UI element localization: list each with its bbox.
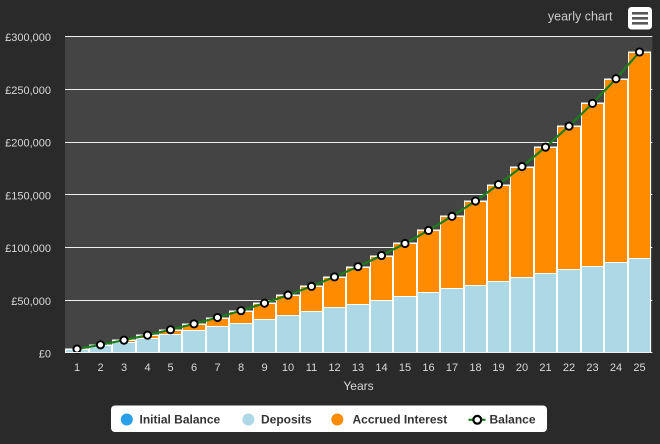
svg-text:20: 20 (516, 362, 528, 374)
svg-text:Years: Years (343, 379, 373, 393)
svg-text:14: 14 (375, 362, 387, 374)
svg-text:£50,000: £50,000 (11, 296, 51, 308)
svg-text:12: 12 (328, 362, 340, 374)
svg-text:5: 5 (167, 362, 173, 374)
svg-text:22: 22 (563, 362, 575, 374)
svg-text:2: 2 (97, 362, 103, 374)
svg-text:Accrued Interest: Accrued Interest (353, 412, 448, 426)
svg-text:3: 3 (121, 362, 127, 374)
svg-text:19: 19 (492, 362, 504, 374)
svg-text:16: 16 (422, 362, 434, 374)
svg-text:13: 13 (352, 362, 364, 374)
svg-text:7: 7 (214, 362, 220, 374)
svg-text:yearly chart: yearly chart (548, 10, 613, 24)
svg-text:£100,000: £100,000 (5, 243, 51, 255)
svg-text:1: 1 (74, 362, 80, 374)
svg-text:6: 6 (191, 362, 197, 374)
svg-text:17: 17 (446, 362, 458, 374)
svg-text:Deposits: Deposits (261, 412, 312, 426)
svg-text:£200,000: £200,000 (5, 138, 51, 150)
svg-text:8: 8 (238, 362, 244, 374)
svg-text:11: 11 (306, 362, 317, 374)
svg-text:23: 23 (586, 362, 598, 374)
svg-text:Balance: Balance (490, 412, 536, 426)
svg-text:Initial Balance: Initial Balance (140, 412, 221, 426)
svg-text:21: 21 (539, 362, 551, 374)
svg-text:£250,000: £250,000 (5, 85, 51, 97)
svg-text:£300,000: £300,000 (5, 32, 51, 44)
svg-text:10: 10 (282, 362, 294, 374)
svg-text:25: 25 (633, 362, 645, 374)
svg-text:£150,000: £150,000 (5, 190, 51, 202)
svg-text:24: 24 (610, 362, 622, 374)
svg-text:9: 9 (261, 362, 267, 374)
svg-text:£0: £0 (39, 349, 51, 361)
svg-text:4: 4 (144, 362, 150, 374)
svg-text:18: 18 (469, 362, 481, 374)
svg-text:15: 15 (399, 362, 411, 374)
